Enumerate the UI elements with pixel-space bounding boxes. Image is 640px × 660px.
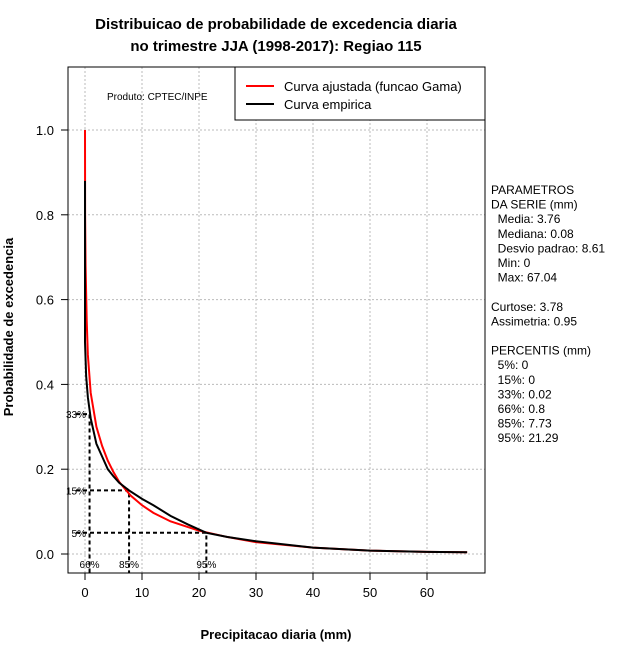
x-tick-label: 30: [249, 585, 263, 600]
y-axis-label: Probabilidade de excedencia: [1, 237, 16, 416]
credit-text: Produto: CPTEC/INPE: [107, 92, 208, 103]
x-tick-label: 0: [81, 585, 88, 600]
side-stat-line: Curtose: 3.78: [491, 300, 563, 314]
y-tick-label: 0.6: [36, 293, 54, 308]
y-tick-label: 1.0: [36, 123, 54, 138]
percentile-prob-label: 33%: [66, 410, 86, 421]
side-stat-line: 15%: 0: [491, 373, 535, 387]
empirical-curve: [84, 180, 468, 554]
x-tick-label: 50: [363, 585, 377, 600]
percentile-guide: [76, 413, 91, 573]
percentile-guide: [76, 531, 208, 573]
percentile-x-label: 95%: [196, 560, 216, 571]
y-tick-label: 0.8: [36, 208, 54, 223]
y-tick-label: 0.2: [36, 462, 54, 477]
percentile-guide: [76, 489, 131, 573]
side-stat-line: 5%: 0: [491, 358, 529, 372]
side-stat-line: 66%: 0.8: [491, 402, 545, 416]
percentile-x-label: 85%: [119, 560, 139, 571]
side-stat-line: Max: 67.04: [491, 271, 557, 285]
percentile-prob-label: 5%: [72, 529, 87, 540]
legend-label-fitted: Curva ajustada (funcao Gama): [284, 79, 462, 94]
plot-frame: [67, 66, 486, 574]
legend-label-empirical: Curva empirica: [284, 97, 372, 112]
y-tick-label: 0.0: [36, 547, 54, 562]
x-tick-label: 40: [306, 585, 320, 600]
side-stat-line: 85%: 7.73: [491, 417, 552, 431]
side-stat-line: PERCENTIS (mm): [491, 344, 591, 358]
side-stat-line: Min: 0: [491, 256, 531, 270]
chart-title-line-1: Distribuicao de probabilidade de exceden…: [95, 16, 457, 33]
legend: Curva ajustada (funcao Gama) Curva empir…: [234, 66, 486, 121]
side-stat-line: Mediana: 0.08: [491, 227, 574, 241]
side-stat-line: DA SERIE (mm): [491, 198, 578, 212]
side-stat-line: Desvio padrao: 8.61: [491, 241, 605, 255]
side-stat-line: Assimetria: 0.95: [491, 314, 577, 328]
x-tick-label: 20: [192, 585, 206, 600]
side-stat-line: 95%: 21.29: [491, 431, 559, 445]
side-stat-line: PARAMETROS: [491, 183, 574, 197]
x-tick-label: 10: [135, 585, 149, 600]
y-tick-label: 0.4: [36, 377, 54, 392]
x-axis-label: Precipitacao diaria (mm): [201, 627, 352, 642]
chart-title-line-2: no trimestre JJA (1998-2017): Regiao 115: [130, 38, 421, 55]
percentile-x-label: 66%: [80, 560, 100, 571]
x-tick-label: 60: [420, 585, 434, 600]
side-stat-line: Media: 3.76: [491, 212, 561, 226]
percentile-prob-label: 15%: [66, 486, 86, 497]
side-stat-line: 33%: 0.02: [491, 387, 552, 401]
